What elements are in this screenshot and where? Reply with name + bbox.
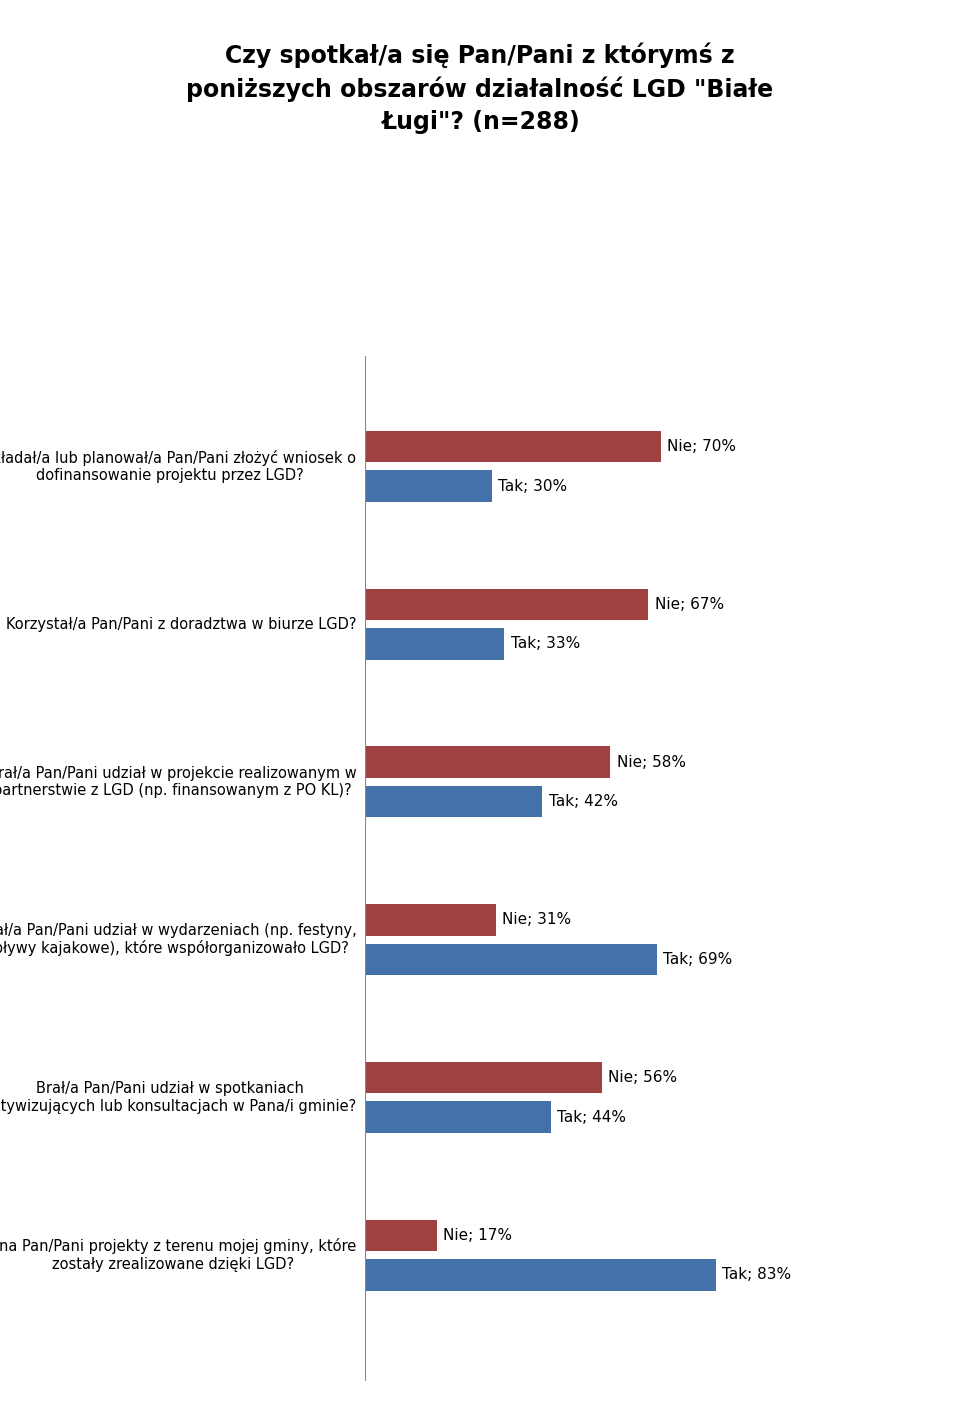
Text: Brał/a Pan/Pani udział w projekcie realizowanym w
partnerstwie z LGD (np. finans: Brał/a Pan/Pani udział w projekcie reali… <box>0 766 356 797</box>
Bar <box>365 1259 716 1290</box>
Bar <box>365 1062 602 1094</box>
Bar <box>365 588 648 621</box>
Bar <box>365 431 660 463</box>
Bar <box>365 1101 551 1134</box>
Text: Tak; 44%: Tak; 44% <box>558 1109 626 1125</box>
Bar <box>365 786 542 817</box>
Text: Nie; 56%: Nie; 56% <box>608 1071 677 1085</box>
Text: Brał/a Pan/Pani udział w wydarzeniach (np. festyny,
spływy kajakowe), które wspó: Brał/a Pan/Pani udział w wydarzeniach (n… <box>0 923 356 957</box>
Text: Nie; 31%: Nie; 31% <box>502 913 571 927</box>
Bar <box>365 470 492 501</box>
Text: Czy spotkał/a się Pan/Pani z którymś z
poniższych obszarów działalność LGD "Biał: Czy spotkał/a się Pan/Pani z którymś z p… <box>186 43 774 134</box>
Text: Zna Pan/Pani projekty z terenu mojej gminy, które
zostały zrealizowane dzięki LG: Zna Pan/Pani projekty z terenu mojej gmi… <box>0 1239 356 1272</box>
Text: Składał/a lub planował/a Pan/Pani złożyć wniosek o
dofinansowanie projektu przez: Składał/a lub planował/a Pan/Pani złożyć… <box>0 450 356 483</box>
Text: Tak; 33%: Tak; 33% <box>511 637 580 651</box>
Text: Korzystał/a Pan/Pani z doradztwa w biurze LGD?: Korzystał/a Pan/Pani z doradztwa w biurz… <box>6 617 356 632</box>
Bar <box>365 944 657 975</box>
Text: Tak; 30%: Tak; 30% <box>498 478 567 494</box>
Text: Brał/a Pan/Pani udział w spotkaniach
aktywizujących lub konsultacjach w Pana/i g: Brał/a Pan/Pani udział w spotkaniach akt… <box>0 1081 356 1114</box>
Text: Tak; 69%: Tak; 69% <box>663 951 732 967</box>
Text: Tak; 42%: Tak; 42% <box>549 795 618 809</box>
Bar <box>365 746 611 778</box>
Text: Tak; 83%: Tak; 83% <box>722 1267 791 1282</box>
Text: Nie; 58%: Nie; 58% <box>616 755 685 769</box>
Bar <box>365 1219 437 1252</box>
Text: Nie; 67%: Nie; 67% <box>655 597 724 612</box>
Text: Nie; 17%: Nie; 17% <box>444 1227 512 1243</box>
Text: Nie; 70%: Nie; 70% <box>667 439 736 454</box>
Bar <box>365 628 504 659</box>
Bar <box>365 904 496 936</box>
